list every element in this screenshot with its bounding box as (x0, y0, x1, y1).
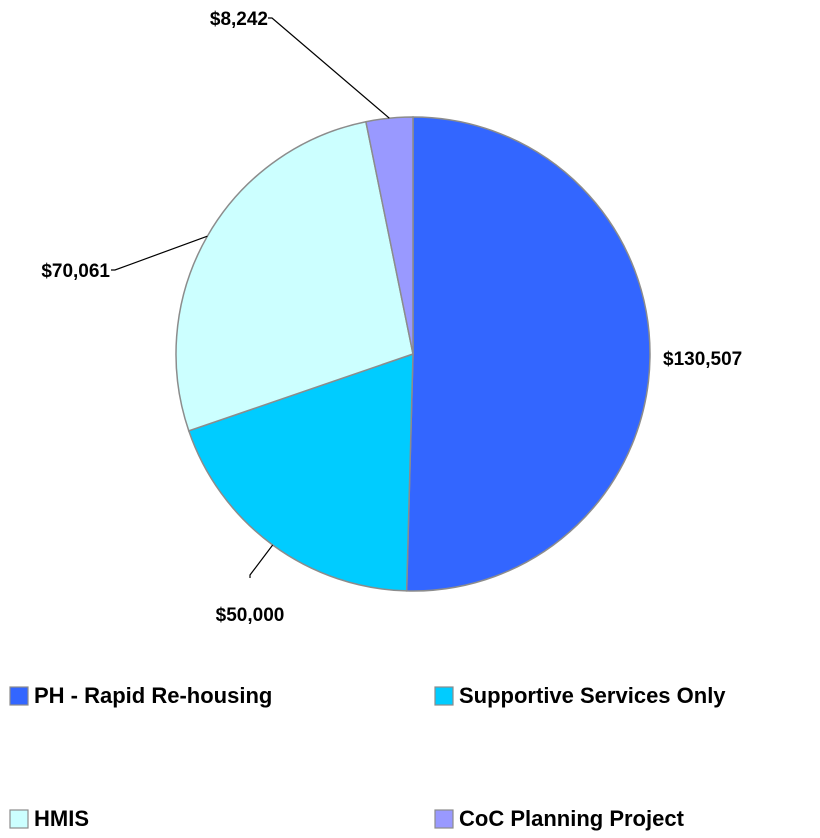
data-label: $8,242 (210, 9, 268, 30)
pie-slice (175, 120, 414, 432)
legend-label: CoC Planning Project (459, 806, 685, 831)
legend-label: HMIS (34, 806, 89, 831)
leader-line (111, 235, 208, 271)
data-label: $50,000 (216, 605, 285, 626)
legend-label: Supportive Services Only (459, 683, 726, 708)
data-label: $70,061 (41, 261, 110, 282)
leader-line (249, 544, 274, 578)
data-label: $130,507 (663, 349, 742, 370)
pie-slice (365, 116, 414, 355)
legend-swatch (9, 686, 29, 706)
legend-swatch (434, 686, 454, 706)
pie-slice (405, 116, 651, 592)
legend-label: PH - Rapid Re-housing (34, 683, 272, 708)
leader-line (268, 17, 390, 119)
pie-slice (187, 352, 414, 592)
legend-swatch (434, 809, 454, 829)
legend-swatch (9, 809, 29, 829)
